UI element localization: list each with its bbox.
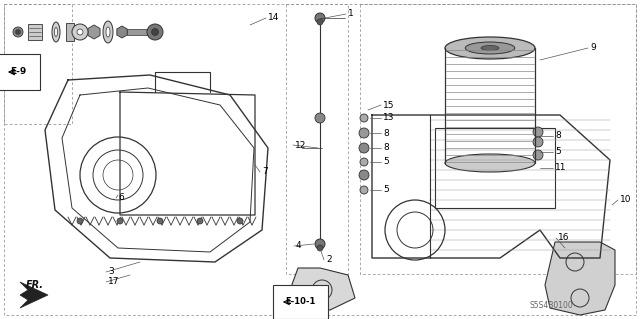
Polygon shape <box>545 242 615 315</box>
Text: 7: 7 <box>262 167 268 176</box>
Circle shape <box>315 13 325 23</box>
Circle shape <box>317 245 323 251</box>
Bar <box>28 24 42 40</box>
Text: 13: 13 <box>383 114 394 122</box>
Text: S5S4B0100: S5S4B0100 <box>530 300 573 309</box>
Ellipse shape <box>106 27 110 37</box>
Text: 5: 5 <box>383 158 388 167</box>
Polygon shape <box>290 268 355 310</box>
Circle shape <box>359 128 369 138</box>
Text: E-10-1: E-10-1 <box>285 298 316 307</box>
Circle shape <box>360 158 368 166</box>
Text: 8: 8 <box>555 131 561 140</box>
Ellipse shape <box>465 42 515 54</box>
Ellipse shape <box>481 46 499 50</box>
Circle shape <box>237 218 243 224</box>
Circle shape <box>13 27 23 37</box>
Text: 15: 15 <box>383 100 394 109</box>
Circle shape <box>360 114 368 122</box>
Circle shape <box>359 143 369 153</box>
Text: 8: 8 <box>383 129 388 137</box>
Circle shape <box>77 218 83 224</box>
Text: 11: 11 <box>555 164 566 173</box>
Circle shape <box>157 218 163 224</box>
Bar <box>360 4 636 274</box>
Text: 3: 3 <box>108 268 114 277</box>
Ellipse shape <box>54 27 58 36</box>
Text: 10: 10 <box>620 196 632 204</box>
Text: 4: 4 <box>296 241 301 250</box>
Text: 1: 1 <box>348 10 354 19</box>
Text: E-9: E-9 <box>10 68 26 77</box>
Text: FR.: FR. <box>26 280 44 290</box>
Text: 12: 12 <box>295 140 307 150</box>
Circle shape <box>117 218 123 224</box>
Text: 5: 5 <box>555 147 561 157</box>
Text: 5: 5 <box>383 186 388 195</box>
Circle shape <box>533 137 543 147</box>
Bar <box>66 23 74 41</box>
Circle shape <box>359 170 369 180</box>
Circle shape <box>315 239 325 249</box>
Text: 6: 6 <box>118 194 124 203</box>
Bar <box>4 4 72 124</box>
Ellipse shape <box>445 154 535 172</box>
Polygon shape <box>88 25 100 39</box>
Circle shape <box>533 127 543 137</box>
Ellipse shape <box>103 21 113 43</box>
Circle shape <box>147 24 163 40</box>
Polygon shape <box>117 26 127 38</box>
Text: 9: 9 <box>590 43 596 53</box>
Bar <box>127 29 147 35</box>
Circle shape <box>77 29 83 35</box>
Text: 8: 8 <box>383 144 388 152</box>
Bar <box>286 4 348 274</box>
Circle shape <box>533 150 543 160</box>
Polygon shape <box>20 282 48 308</box>
Circle shape <box>315 113 325 123</box>
Circle shape <box>317 19 323 25</box>
Circle shape <box>15 29 20 34</box>
Text: 17: 17 <box>108 278 120 286</box>
Ellipse shape <box>445 37 535 59</box>
Ellipse shape <box>52 22 60 42</box>
Circle shape <box>72 24 88 40</box>
Circle shape <box>360 186 368 194</box>
Text: 14: 14 <box>268 13 280 23</box>
Circle shape <box>197 218 203 224</box>
Text: 16: 16 <box>558 234 570 242</box>
Bar <box>435 128 555 208</box>
Text: 2: 2 <box>326 256 332 264</box>
Circle shape <box>152 28 159 35</box>
